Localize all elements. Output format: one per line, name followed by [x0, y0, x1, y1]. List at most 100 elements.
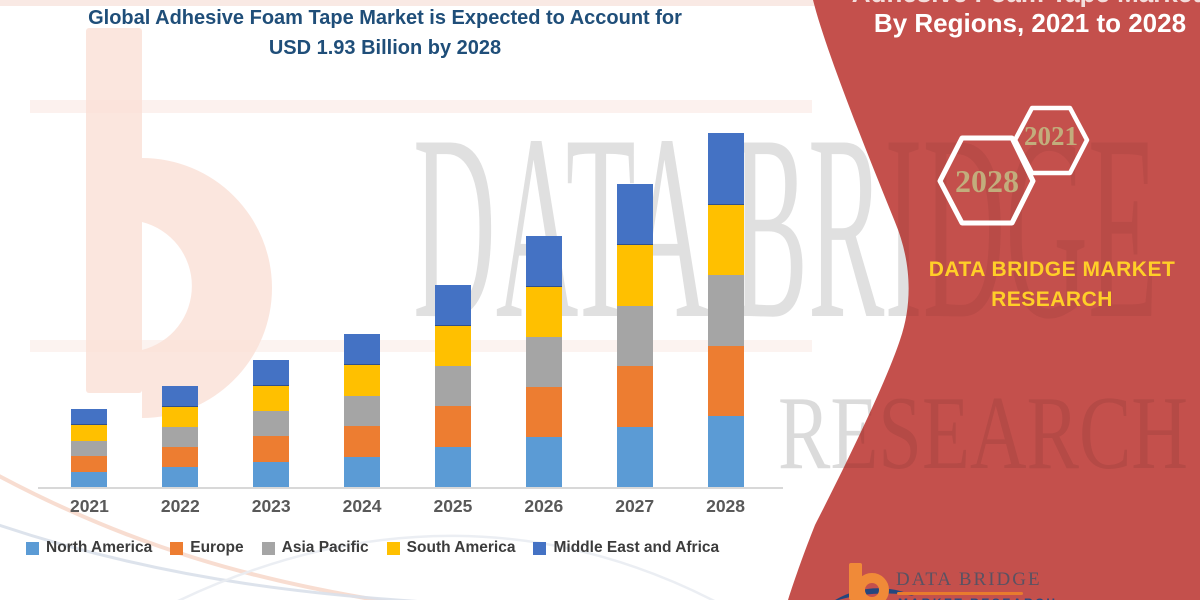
legend-swatch-middle-east-and-africa	[533, 541, 547, 555]
segment-europe-2023	[253, 436, 290, 462]
legend-item-europe: Europe	[170, 539, 244, 557]
bar-column-2021	[44, 100, 135, 487]
segment-south-america-2022	[162, 406, 199, 427]
segment-north-america-2023	[253, 461, 290, 487]
x-axis-label-2027: 2027	[615, 496, 655, 516]
segment-middle-east-and-africa-2022	[162, 385, 199, 407]
segment-europe-2028	[707, 345, 744, 417]
stacked-bar-2023	[253, 359, 290, 487]
right-panel-heading-line1: Adhesive Foam Tape Market,	[830, 0, 1200, 7]
x-axis-labels: 2021 2022 2023 2024 2025 2026 2027 2028	[44, 496, 771, 517]
segment-asia-pacific-2026	[525, 336, 562, 387]
segment-middle-east-and-africa-2023	[253, 359, 290, 386]
right-panel-heading: By Regions, 2021 to 2028	[873, 8, 1187, 38]
hexagon-2021-label: 2021	[1024, 121, 1078, 151]
segment-europe-2026	[525, 386, 562, 437]
legend-item-north-america: North America	[26, 539, 152, 557]
footer-logo-underline	[897, 592, 1023, 595]
red-panel-shape	[788, 0, 1200, 600]
segment-south-america-2021	[71, 425, 108, 441]
legend-swatch-asia-pacific	[261, 541, 275, 555]
segment-north-america-2026	[525, 436, 562, 487]
footer-logo-sub: MARKET RESEARCH	[898, 596, 1058, 600]
segment-south-america-2023	[253, 385, 290, 412]
bar-chart-plot-area	[44, 100, 771, 487]
stacked-bar-2022	[162, 385, 199, 487]
hexagon-2028-label: 2028	[955, 163, 1019, 199]
x-axis-label-2023: 2023	[251, 496, 291, 516]
right-panel-heading-clipped: Adhesive Foam Tape Market,	[830, 0, 1200, 7]
legend-swatch-europe	[170, 541, 184, 555]
x-axis-line	[38, 487, 783, 489]
x-axis-label-2028: 2028	[706, 496, 746, 516]
watermark-b-stem	[86, 28, 142, 393]
legend-item-south-america: South America	[386, 539, 515, 557]
legend-label-asia-pacific: Asia Pacific	[281, 539, 369, 556]
legend-label-north-america: North America	[46, 539, 153, 556]
segment-middle-east-and-africa-2025	[434, 284, 471, 326]
segment-south-america-2025	[434, 325, 471, 367]
segment-asia-pacific-2023	[253, 411, 290, 437]
segment-south-america-2027	[616, 245, 653, 306]
segment-north-america-2028	[707, 416, 744, 487]
x-axis-label-2025: 2025	[433, 496, 473, 516]
x-axis-label-2021: 2021	[69, 496, 109, 516]
segment-north-america-2024	[344, 456, 381, 487]
footer-logo-swoosh	[835, 588, 914, 600]
chart-legend: North America Europe Asia Pacific South Ame…	[26, 539, 719, 557]
legend-label-middle-east-and-africa: Middle East and Africa	[553, 539, 720, 556]
hexagon-2028	[937, 135, 1036, 226]
bar-column-2024	[317, 100, 408, 487]
segment-middle-east-and-africa-2027	[616, 184, 653, 246]
segment-europe-2021	[71, 456, 108, 472]
segment-asia-pacific-2024	[344, 395, 381, 427]
segment-europe-2024	[344, 426, 381, 457]
stacked-bar-2024	[344, 334, 381, 487]
segment-south-america-2026	[525, 286, 562, 337]
segment-asia-pacific-2021	[71, 440, 108, 457]
legend-swatch-south-america	[386, 541, 400, 555]
segment-europe-2027	[616, 366, 653, 427]
segment-south-america-2028	[707, 204, 744, 276]
watermark-ghost-row2: RESEARCH	[778, 374, 1188, 491]
segment-middle-east-and-africa-2021	[71, 409, 108, 426]
stacked-bar-2021	[71, 409, 108, 487]
segment-north-america-2021	[71, 471, 108, 487]
stacked-bar-2028	[707, 133, 744, 487]
chart-title-line2: USD 1.93 Billion by 2028	[268, 37, 502, 59]
footer-logo-name: DATA BRIDGE	[896, 569, 1042, 590]
bar-column-2026	[498, 100, 589, 487]
segment-asia-pacific-2027	[616, 305, 653, 367]
segment-north-america-2025	[434, 446, 471, 487]
stacked-bar-2027	[616, 184, 653, 487]
legend-item-asia-pacific: Asia Pacific	[261, 539, 369, 557]
segment-middle-east-and-africa-2024	[344, 334, 381, 366]
x-axis-label-2022: 2022	[160, 496, 200, 516]
swoosh-arc-gray	[0, 523, 417, 600]
x-axis-label-2024: 2024	[342, 496, 382, 516]
legend-item-middle-east-and-africa: Middle East and Africa	[533, 539, 719, 557]
segment-asia-pacific-2025	[434, 366, 471, 407]
segment-asia-pacific-2022	[162, 426, 199, 447]
legend-swatch-north-america	[26, 541, 39, 555]
brand-text: DATA BRIDGE MARKET RESEARCH	[928, 258, 1176, 311]
chart-title: Global Adhesive Foam Tape Market is Expe…	[30, 3, 740, 63]
segment-south-america-2024	[344, 365, 381, 396]
bar-column-2028	[680, 100, 771, 487]
chart-title-line1: Global Adhesive Foam Tape Market is Expe…	[88, 7, 682, 29]
top-pink-strip	[0, 0, 820, 6]
segment-north-america-2027	[616, 426, 653, 487]
pink-band-1	[30, 100, 812, 113]
segment-middle-east-and-africa-2026	[525, 235, 562, 287]
footer-logo-b-bowl	[855, 573, 889, 600]
segment-europe-2025	[434, 406, 471, 447]
stacked-bar-2025	[434, 284, 471, 487]
swoosh-ellipse	[177, 534, 716, 600]
segment-middle-east-and-africa-2028	[707, 133, 744, 205]
hexagon-2021	[1012, 105, 1090, 176]
segment-asia-pacific-2028	[707, 275, 744, 346]
segment-europe-2022	[162, 446, 199, 467]
